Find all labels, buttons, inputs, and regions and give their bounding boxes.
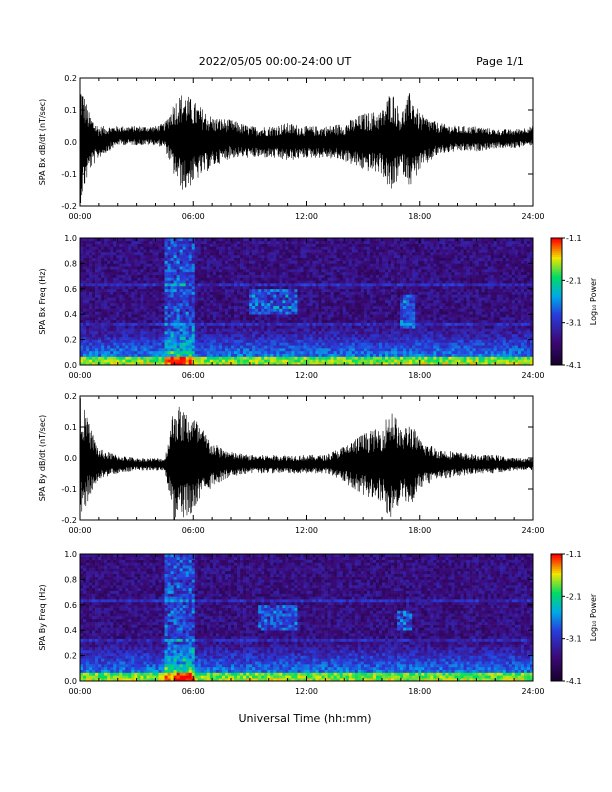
panel-3-x-tick-label: 06:00 <box>182 526 205 535</box>
panel-2-colorbar-tick-label: -1.1 <box>566 234 582 243</box>
panel-2-x-tick-label: 24:00 <box>521 371 544 380</box>
panel-1-y-tick-label: 0.0 <box>64 138 77 147</box>
panel-2-y-axis-title: SPA Bx Freq (Hz) <box>38 268 47 334</box>
panel-3-y-tick-label: 0.0 <box>64 454 77 463</box>
panel-4-colorbar-tick-label: -4.1 <box>566 677 582 686</box>
panel-1-x-tick-label: 12:00 <box>295 212 318 221</box>
panel-4-y-tick-label: 0.8 <box>64 575 77 584</box>
panel-2-y-tick-label: 0.8 <box>64 259 77 268</box>
panel-4-x-tick-label: 00:00 <box>68 687 91 696</box>
panel-3-y-tick-label: 0.1 <box>64 423 77 432</box>
panel-4-y-tick-label: 0.0 <box>64 677 77 686</box>
panel-3-x-tick-label: 12:00 <box>295 526 318 535</box>
panel-2-colorbar-tick-label: -3.1 <box>566 319 582 328</box>
panel-2-y-tick-label: 0.4 <box>64 310 77 319</box>
panel-4-x-tick-label: 12:00 <box>295 687 318 696</box>
panel-4-y-tick-label: 0.2 <box>64 652 77 661</box>
panel-1-y-tick-label: -0.2 <box>61 202 77 211</box>
panel-1-x-tick-label: 24:00 <box>521 212 544 221</box>
panels: 00:00 06:00 12:00 18:00 24:00 -0.2 -0.1 0.0 0.1 0… <box>38 74 598 696</box>
panel-4-colorbar-frame <box>550 553 563 682</box>
panel-3-x-tick-label: 24:00 <box>521 526 544 535</box>
panel-2-x-tick-label: 06:00 <box>182 371 205 380</box>
panel-4-y-tick-label: 0.4 <box>64 626 77 635</box>
panel-2-y-tick-label: 0.0 <box>64 361 77 370</box>
panel-2-x-tick-label: 00:00 <box>68 371 91 380</box>
panel-3-y-tick-label: -0.2 <box>61 516 77 525</box>
panel-3-series-line <box>80 398 533 520</box>
panel-4-x-tick-label: 06:00 <box>182 687 205 696</box>
panel-4-x-tick-label: 18:00 <box>408 687 431 696</box>
x-axis-title: Universal Time (hh:mm) <box>239 712 372 725</box>
panel-1-y-tick-label: 0.1 <box>64 106 77 115</box>
panel-2-colorbar-tick-label: -4.1 <box>566 361 582 370</box>
figure-title: 2022/05/05 00:00-24:00 UT <box>199 55 352 68</box>
panel-2-colorbar-tick-label: -2.1 <box>566 276 582 285</box>
panel-2-y-tick-label: 0.2 <box>64 336 77 345</box>
panel-4-x-tick-label: 24:00 <box>521 687 544 696</box>
panel-4-y-tick-label: 1.0 <box>64 550 77 559</box>
panel-2-colorbar-frame <box>550 237 563 366</box>
page-number: Page 1/1 <box>476 55 524 68</box>
panel-4-colorbar <box>551 554 562 682</box>
panel-4-colorbar-label: Log₁₀ Power <box>589 593 598 641</box>
panel-4-y-tick-label: 0.6 <box>64 601 77 610</box>
panel-2-heatmap-cells <box>80 238 534 366</box>
panel-3-y-tick-label: -0.1 <box>61 485 77 494</box>
panel-3-y-axis-title: SPA By dB/dt (nT/sec) <box>38 415 47 502</box>
panel-1-series-line <box>80 92 533 204</box>
panel-4-heatmap-cells <box>80 554 534 682</box>
panel-2-x-tick-label: 18:00 <box>408 371 431 380</box>
panel-1-y-axis-title: SPA Bx dB/dt (nT/sec) <box>38 99 47 186</box>
panel-4-colorbar-tick-label: -1.1 <box>566 550 582 559</box>
panel-4-colorbar-tick-label: -2.1 <box>566 592 582 601</box>
panel-2-colorbar-label: Log₁₀ Power <box>589 277 598 325</box>
panel-3-x-tick-label: 18:00 <box>408 526 431 535</box>
panel-3-x-tick-label: 00:00 <box>68 526 91 535</box>
panel-1-y-tick-label: -0.1 <box>61 170 77 179</box>
panel-4-y-axis-title: SPA By Freq (Hz) <box>38 584 47 650</box>
panel-1-x-tick-label: 00:00 <box>68 212 91 221</box>
panel-1-x-tick-label: 18:00 <box>408 212 431 221</box>
panel-4-colorbar-tick-label: -3.1 <box>566 635 582 644</box>
panel-2-y-tick-label: 0.6 <box>64 285 77 294</box>
panel-3-y-tick-label: 0.2 <box>64 392 77 401</box>
panel-1-x-tick-label: 06:00 <box>182 212 205 221</box>
panel-2-y-tick-label: 1.0 <box>64 234 77 243</box>
panel-2-colorbar <box>551 238 562 366</box>
panel-2-x-tick-label: 12:00 <box>295 371 318 380</box>
panel-1-y-tick-label: 0.2 <box>64 74 77 83</box>
